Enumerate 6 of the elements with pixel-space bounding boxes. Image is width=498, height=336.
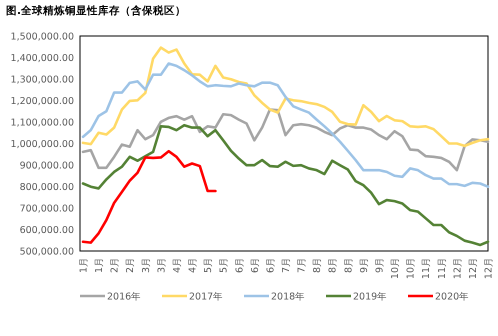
title: 图.全球精炼铜显性库存（含保税区） [6,5,186,17]
legend-label: 2020年 [435,290,470,302]
legend-label: 2019年 [353,290,388,302]
legend-label: 2016年 [107,290,142,302]
legend-label: 2018年 [271,290,306,302]
legend-label: 2017年 [189,290,224,302]
